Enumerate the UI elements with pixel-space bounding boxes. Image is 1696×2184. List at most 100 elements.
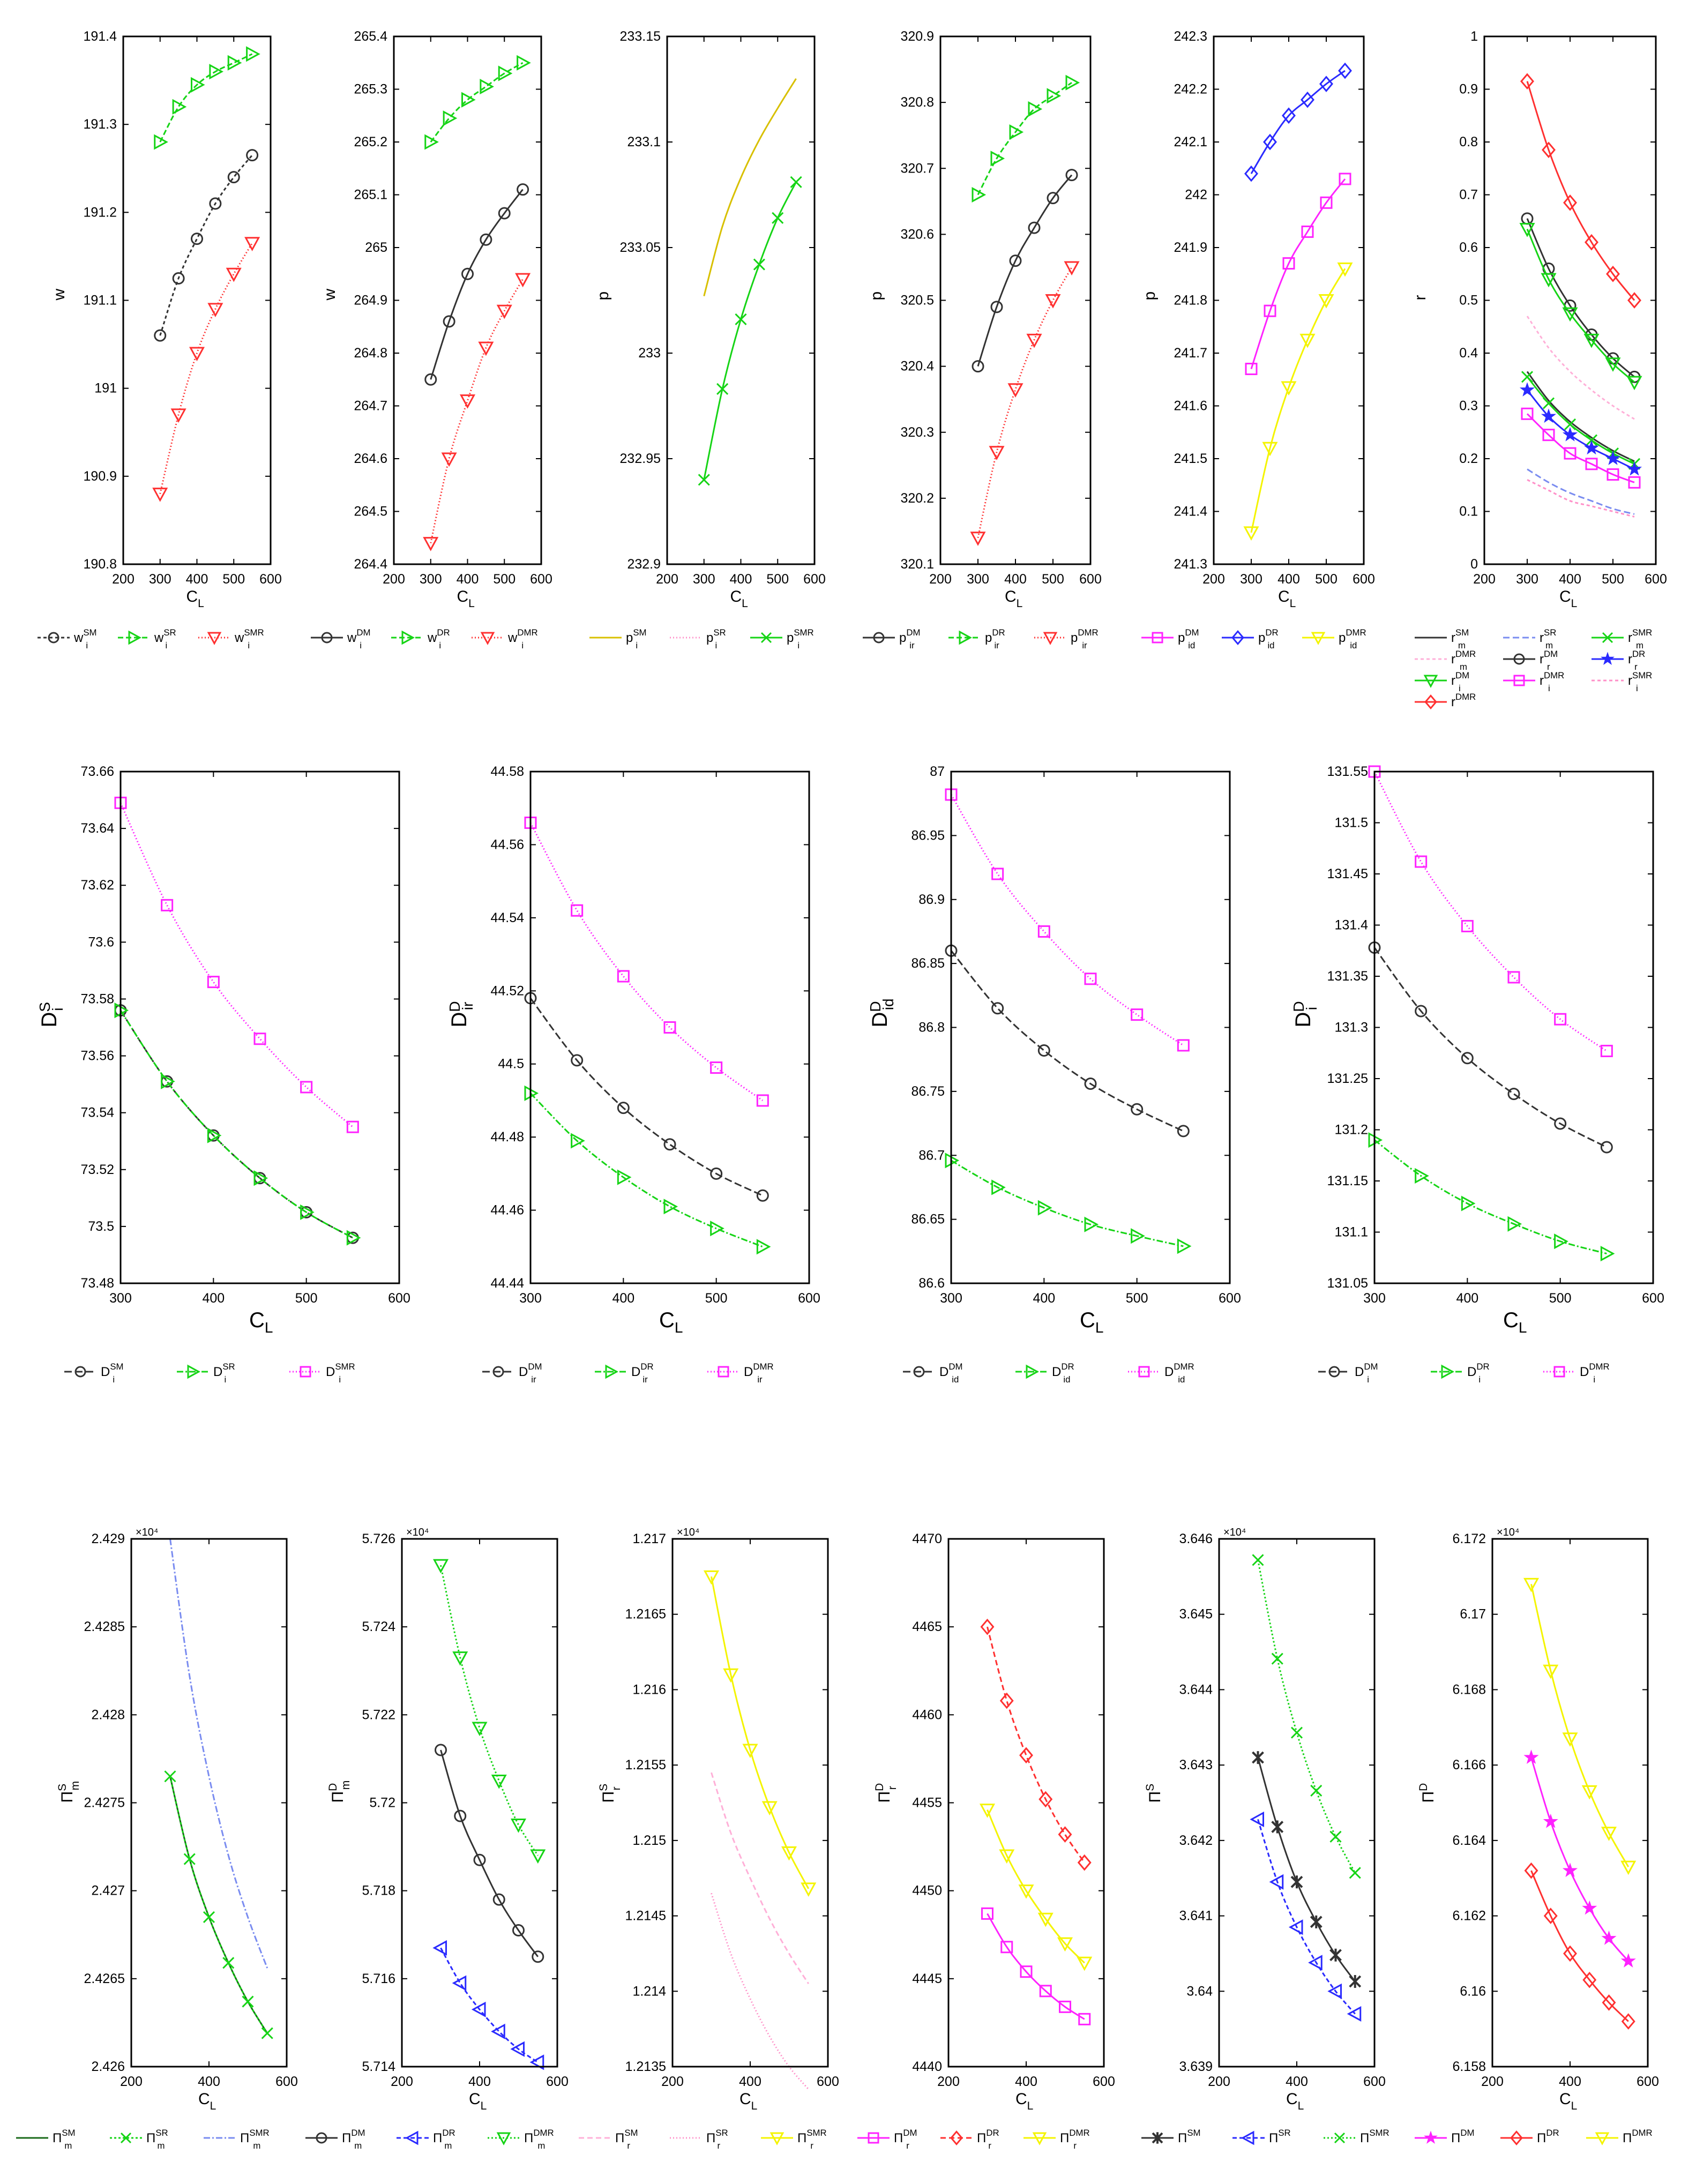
data-point	[1064, 261, 1080, 276]
y-tick-label: 6.17	[1460, 1607, 1486, 1622]
data-point	[1065, 169, 1078, 182]
data-point	[1310, 1915, 1323, 1928]
data-point	[441, 452, 457, 467]
legend-label: rSR m	[1540, 627, 1556, 650]
y-tick-label: 241.3	[1174, 557, 1207, 572]
legend-item: ΠSR m	[110, 2128, 168, 2151]
y-axis-label-group: ΠD	[1417, 1783, 1437, 1803]
data-point	[480, 233, 492, 246]
data-point	[164, 1770, 176, 1783]
data-point	[480, 79, 495, 95]
data-point	[172, 99, 187, 115]
data-point	[1554, 1233, 1568, 1250]
data-point	[189, 347, 205, 362]
y-tick-label: 44.5	[498, 1057, 524, 1072]
y-tick-label: 73.58	[80, 991, 114, 1006]
y-axis-label-group: p	[1141, 291, 1159, 301]
legend-label: ΠSMR r	[797, 2128, 827, 2151]
y-axis-label: w	[50, 289, 68, 301]
data-point	[209, 197, 222, 210]
legend-label: DSMR i	[326, 1362, 355, 1385]
legend-label: DDR ir	[631, 1362, 654, 1385]
y-tick-label: 5.716	[362, 1971, 395, 1986]
y-tick-label: 241.8	[1174, 293, 1207, 308]
legend-item: DDMR i	[1543, 1362, 1610, 1385]
data-point	[1065, 74, 1080, 91]
series-line-Π_m^SR	[169, 1776, 268, 2034]
data-point	[172, 272, 185, 285]
data-point	[756, 1239, 771, 1255]
y-tick-label: 264.9	[354, 293, 387, 308]
y-axis-label-group: DDir	[446, 1001, 476, 1027]
legend-label: wSMR i	[234, 627, 264, 650]
chart-p12: 5.714 5.716 5.718 5.72 5.722 5.724 5.726 200 400…	[305, 1527, 569, 2151]
legend-item: DSR i	[177, 1362, 235, 1385]
data-point	[1020, 1965, 1033, 1978]
chart-p5: 241.3 241.4 241.5 241.6 241.7 241.8 241.9 242 24…	[1141, 29, 1375, 650]
legend-marker	[207, 632, 222, 645]
x-tick-label: 200	[929, 572, 952, 587]
data-point	[1047, 88, 1062, 104]
y-tick-label: 232.9	[627, 557, 661, 572]
legend-marker	[405, 2130, 419, 2145]
legend-item: ΠSMR	[1324, 2128, 1389, 2145]
data-point	[990, 151, 1005, 167]
data-point	[512, 1924, 525, 1937]
data-point	[532, 1950, 544, 1963]
data-point	[261, 2027, 273, 2039]
y-tick-label: 1.2155	[625, 1757, 666, 1772]
y-tick-label: 131.25	[1327, 1071, 1368, 1086]
legend-marker	[959, 630, 972, 645]
data-point	[491, 1774, 507, 1789]
y-tick-label: 131.45	[1327, 866, 1368, 881]
legend-label: wDM i	[347, 627, 370, 650]
legend-label: rSMR m	[1628, 627, 1652, 650]
series-line-Π_m^DR	[440, 1947, 539, 2063]
data-point	[1349, 1867, 1361, 1879]
data-point	[1585, 234, 1598, 251]
x-axis-label: CL	[1286, 2090, 1304, 2112]
data-point	[432, 1940, 447, 1956]
y-tick-label: 1.215	[632, 1833, 666, 1848]
data-point	[152, 488, 168, 502]
chart-p15: 3.639 3.64 3.641 3.642 3.643 3.644 3.645 3.646 2…	[1141, 1527, 1389, 2145]
legend-item: pDR id	[1222, 627, 1279, 650]
legend-item: ΠDM	[1415, 2128, 1474, 2145]
y-tick-label: 44.44	[490, 1276, 524, 1291]
data-point	[517, 183, 529, 196]
y-axis-label-group: ΠDm	[327, 1781, 352, 1803]
data-point	[1243, 526, 1259, 541]
series-line-Π^SMR	[1257, 1560, 1356, 1874]
axis-exponent: ×10⁴	[1223, 1527, 1246, 1538]
data-point	[1562, 1863, 1578, 1878]
legend-item: pDM ir	[863, 627, 920, 650]
data-point	[1338, 62, 1352, 79]
data-point	[1541, 273, 1557, 288]
y-axis-label: w	[321, 289, 339, 301]
data-point	[452, 1651, 468, 1666]
y-tick-label: 265.2	[354, 134, 387, 149]
data-point	[1263, 133, 1277, 151]
data-point	[515, 273, 531, 288]
axis-exponent: ×10⁴	[677, 1527, 700, 1538]
data-point	[1347, 2006, 1362, 2022]
legend-label: rDR r	[1628, 649, 1645, 672]
series-line-D_id^DR	[951, 1160, 1184, 1247]
data-point	[1269, 1874, 1284, 1890]
legend-marker	[74, 1366, 86, 1378]
data-point	[1329, 1830, 1342, 1843]
x-tick-label: 500	[295, 1291, 318, 1306]
y-tick-label: 4445	[912, 1971, 942, 1986]
data-point	[617, 1102, 630, 1115]
data-point	[1461, 1195, 1476, 1211]
series-line-Π^DM	[1530, 1757, 1629, 1962]
y-tick-label: 320.6	[900, 227, 934, 242]
chart-p1: 190.8 190.9 191 191.1 191.2 191.3 191.4 200 300 4…	[38, 29, 282, 650]
data-point	[1000, 1941, 1013, 1954]
legend-marker	[1595, 2132, 1610, 2145]
plot-frame	[1491, 1538, 1649, 2068]
y-axis-label: ΠD	[1417, 1783, 1437, 1803]
x-axis-label: CL	[1503, 1308, 1527, 1336]
y-tick-label: 73.64	[80, 821, 114, 836]
